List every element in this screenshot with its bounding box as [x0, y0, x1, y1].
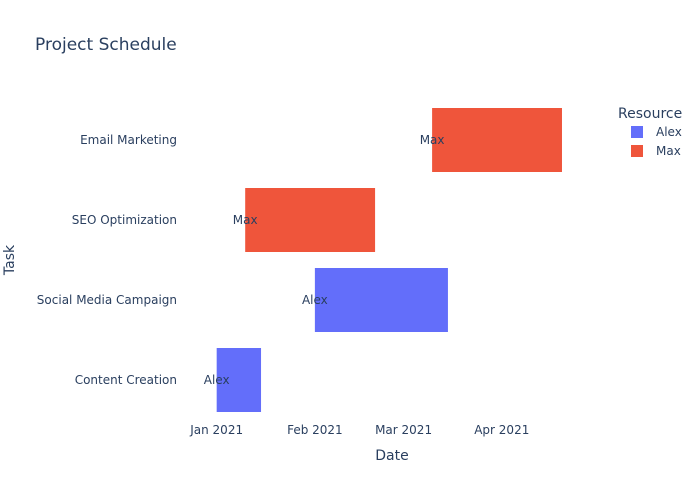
- x-tick-label: Feb 2021: [287, 423, 343, 437]
- x-axis-ticks: Jan 2021 Feb 2021 Mar 2021 Apr 2021: [189, 423, 529, 437]
- legend-label: Alex: [656, 125, 682, 139]
- gantt-bar: [432, 108, 562, 172]
- y-axis-ticks: Content Creation Social Media Campaign SEO…: [37, 133, 177, 387]
- chart-title: Project Schedule: [35, 35, 177, 55]
- bar-label: Max: [420, 133, 445, 147]
- legend-swatch: [631, 126, 643, 138]
- y-tick-label: Social Media Campaign: [37, 293, 177, 307]
- y-tick-label: Email Marketing: [80, 133, 177, 147]
- bar-label: Alex: [204, 373, 230, 387]
- legend-swatch: [631, 145, 643, 157]
- y-tick-label: SEO Optimization: [72, 213, 177, 227]
- gantt-bar: [216, 348, 262, 412]
- x-axis-title: Date: [375, 448, 408, 464]
- bars-layer: [216, 108, 562, 412]
- x-tick-label: Apr 2021: [474, 423, 529, 437]
- bar-labels-layer: Alex Alex Max Max: [204, 133, 445, 387]
- gantt-bar: [314, 268, 448, 332]
- y-tick-label: Content Creation: [75, 373, 177, 387]
- x-tick-label: Jan 2021: [189, 423, 243, 437]
- legend-title: Resource: [618, 106, 682, 122]
- y-axis-title: Task: [2, 244, 18, 276]
- legend: Resource Alex Max: [618, 106, 682, 158]
- x-tick-label: Mar 2021: [375, 423, 432, 437]
- bar-label: Max: [233, 213, 258, 227]
- legend-items: Alex Max: [631, 125, 682, 158]
- legend-label: Max: [656, 144, 681, 158]
- bar-label: Alex: [302, 293, 328, 307]
- gantt-bar: [245, 188, 376, 252]
